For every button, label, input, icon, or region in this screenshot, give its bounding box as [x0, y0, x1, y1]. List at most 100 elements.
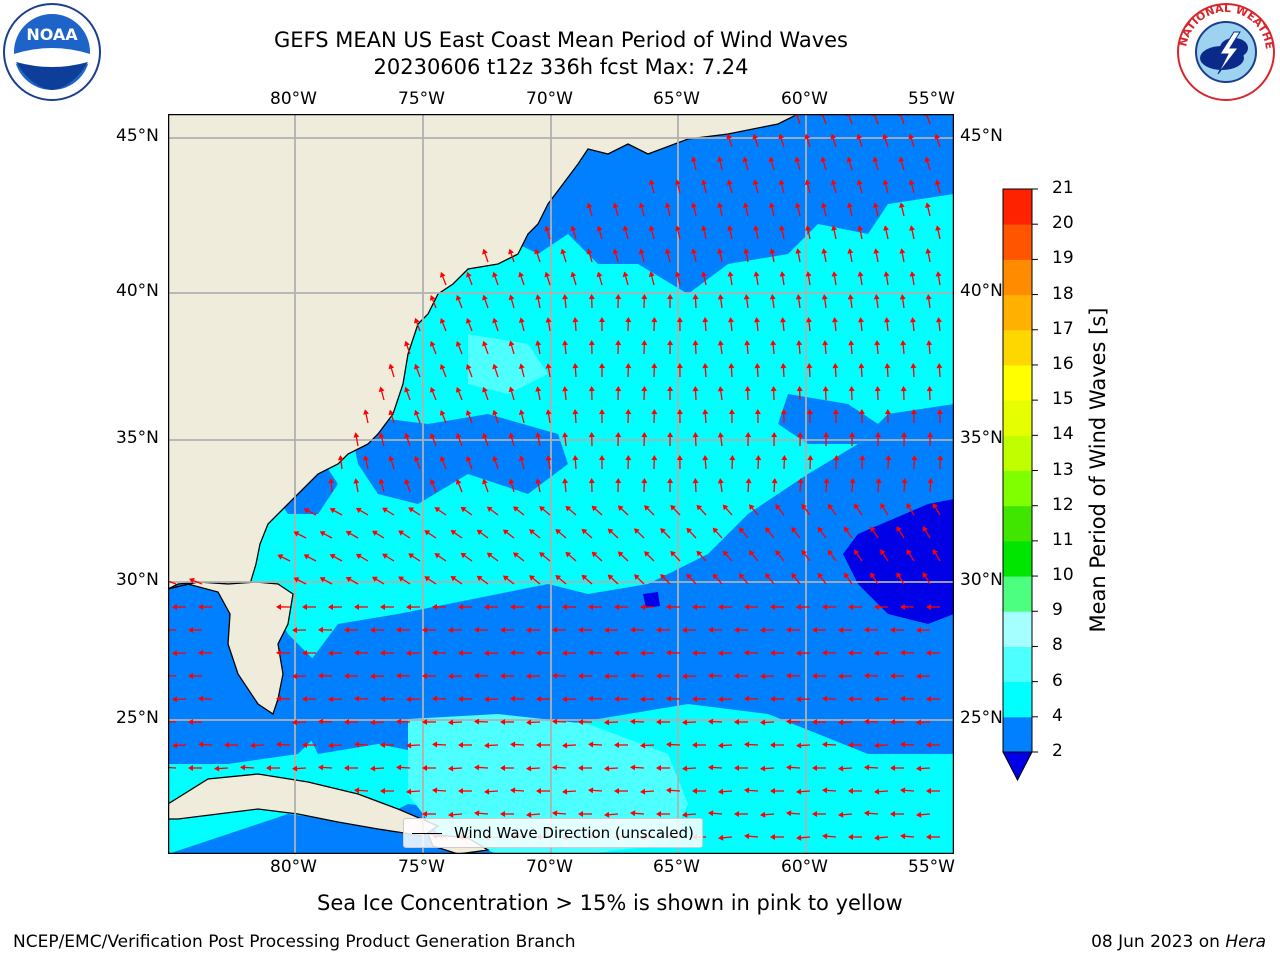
- direction-arrow-head: [910, 409, 917, 414]
- direction-arrow-head: [718, 788, 724, 795]
- direction-arrow-head: [874, 650, 880, 657]
- direction-arrow-head: [846, 156, 853, 163]
- direction-arrow-head: [864, 810, 870, 817]
- direction-arrow-head: [536, 604, 541, 610]
- direction-arrow-head: [328, 742, 334, 749]
- direction-arrow-head: [615, 478, 622, 484]
- direction-arrow-head: [355, 507, 362, 514]
- direction-arrow-head: [744, 386, 751, 392]
- direction-arrow-head: [675, 225, 681, 231]
- colorbar-segment: [1003, 611, 1032, 647]
- direction-arrow-head: [570, 271, 577, 278]
- direction-arrow-head: [641, 294, 648, 300]
- direction-arrow-head: [612, 248, 619, 255]
- direction-arrow-head: [344, 627, 349, 633]
- direction-arrow-head: [712, 527, 719, 534]
- direction-arrow-head: [909, 271, 916, 277]
- direction-arrow-head: [482, 386, 488, 393]
- direction-arrow-head: [562, 696, 568, 703]
- direction-arrow-head: [502, 529, 509, 535]
- direction-arrow-head: [656, 673, 661, 679]
- direction-arrow-head: [778, 133, 785, 140]
- direction-arrow-head: [429, 341, 436, 347]
- direction-arrow-head: [345, 530, 352, 537]
- direction-arrow-head: [599, 409, 605, 414]
- direction-arrow-head: [900, 649, 906, 656]
- direction-arrow-head: [831, 271, 838, 277]
- direction-arrow-head: [644, 505, 650, 511]
- direction-arrow-head: [926, 834, 931, 840]
- direction-arrow-head: [535, 478, 542, 484]
- direction-arrow-head: [754, 317, 760, 323]
- direction-arrow-head: [745, 478, 752, 484]
- direction-arrow-head: [847, 294, 854, 300]
- direction-arrow-head: [581, 528, 588, 535]
- direction-arrow-head: [344, 765, 349, 771]
- direction-arrow-head: [588, 294, 595, 300]
- direction-arrow-head: [682, 811, 688, 818]
- direction-arrow-head: [786, 718, 792, 725]
- direction-arrow-shaft: [168, 580, 177, 585]
- direction-arrow-head: [535, 432, 542, 438]
- direction-arrow-head: [518, 317, 525, 323]
- direction-arrow-head: [484, 650, 490, 657]
- direction-arrow-head: [796, 650, 802, 657]
- direction-arrow-head: [901, 478, 908, 484]
- direction-arrow-head: [562, 294, 569, 300]
- direction-arrow-head: [465, 318, 472, 324]
- direction-arrow-head: [172, 742, 178, 749]
- direction-arrow-head: [465, 456, 472, 462]
- direction-arrow-head: [448, 811, 454, 818]
- map-frame: [168, 114, 954, 854]
- direction-arrow-head: [708, 718, 714, 725]
- direction-arrow-head: [572, 363, 579, 369]
- direction-arrow-head: [634, 574, 640, 580]
- lat-tick-left: 30°N: [116, 570, 159, 590]
- map-legend: Wind Wave Direction (unscaled): [403, 818, 703, 848]
- direction-arrow-head: [749, 504, 755, 510]
- direction-arrow-head: [319, 577, 326, 583]
- direction-arrow-head: [916, 673, 922, 680]
- direction-arrow-head: [847, 248, 854, 254]
- colorbar-tick-label: 18: [1052, 283, 1074, 304]
- direction-arrow-head: [692, 742, 697, 748]
- direction-arrow-head: [666, 604, 671, 610]
- direction-arrow-head: [780, 317, 786, 323]
- lon-tick-top: 80°W: [270, 89, 317, 109]
- direction-arrow-head: [771, 432, 778, 437]
- direction-arrow-head: [536, 788, 541, 794]
- direction-arrow-head: [708, 810, 714, 817]
- direction-arrow-head: [474, 718, 480, 725]
- direction-arrow-head: [755, 455, 762, 461]
- direction-arrow-head: [760, 765, 766, 772]
- direction-arrow-head: [188, 719, 193, 725]
- direction-arrow-head: [806, 409, 813, 414]
- direction-arrow-head: [795, 294, 802, 300]
- colorbar-segment: [1003, 400, 1032, 436]
- direction-arrow-head: [696, 550, 703, 557]
- wind-wave-direction-arrows: [168, 114, 944, 841]
- direction-arrow-head: [439, 364, 446, 370]
- direction-arrow-head: [302, 696, 307, 702]
- direction-arrow-head: [198, 695, 204, 702]
- direction-arrow-head: [744, 695, 750, 702]
- direction-arrow-head: [641, 340, 648, 346]
- direction-arrow-head: [858, 363, 865, 369]
- colorbar-segment: [1003, 435, 1032, 471]
- direction-arrow-head: [749, 550, 755, 556]
- direction-arrow-head: [692, 386, 699, 392]
- direction-arrow-head: [827, 503, 834, 510]
- direction-arrow-head: [667, 478, 674, 483]
- direction-arrow-head: [406, 604, 411, 610]
- direction-arrow-head: [562, 340, 569, 346]
- direction-arrow-head: [630, 810, 636, 817]
- direction-arrow-head: [422, 765, 427, 771]
- direction-arrow-head: [591, 505, 598, 512]
- direction-arrow-head: [743, 248, 750, 254]
- direction-arrow-head: [622, 271, 629, 278]
- direction-arrow-head: [539, 506, 545, 512]
- direction-arrow-head: [880, 549, 886, 556]
- direction-arrow-head: [648, 225, 655, 231]
- direction-arrow-head: [770, 696, 775, 702]
- direction-arrow-head: [408, 553, 415, 559]
